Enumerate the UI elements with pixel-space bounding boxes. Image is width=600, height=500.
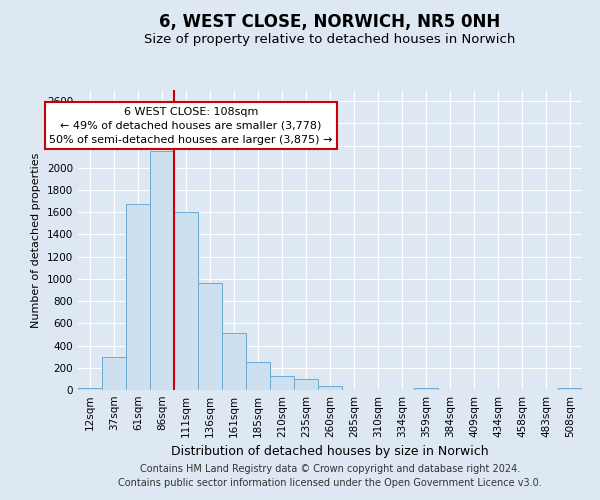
Bar <box>270 376 294 390</box>
Bar <box>318 386 342 390</box>
Bar <box>414 388 438 390</box>
Bar <box>294 379 318 390</box>
Bar <box>246 362 270 390</box>
Bar <box>174 212 198 390</box>
Text: Size of property relative to detached houses in Norwich: Size of property relative to detached ho… <box>145 32 515 46</box>
Y-axis label: Number of detached properties: Number of detached properties <box>31 152 41 328</box>
Bar <box>102 357 126 390</box>
Bar <box>78 388 102 390</box>
X-axis label: Distribution of detached houses by size in Norwich: Distribution of detached houses by size … <box>171 446 489 458</box>
Bar <box>198 284 222 390</box>
Bar <box>150 151 174 390</box>
Bar <box>126 204 150 390</box>
Text: 6, WEST CLOSE, NORWICH, NR5 0NH: 6, WEST CLOSE, NORWICH, NR5 0NH <box>160 12 500 30</box>
Bar <box>222 334 246 390</box>
Bar <box>558 388 582 390</box>
Text: Contains HM Land Registry data © Crown copyright and database right 2024.
Contai: Contains HM Land Registry data © Crown c… <box>118 464 542 487</box>
Text: 6 WEST CLOSE: 108sqm
← 49% of detached houses are smaller (3,778)
50% of semi-de: 6 WEST CLOSE: 108sqm ← 49% of detached h… <box>49 106 332 144</box>
